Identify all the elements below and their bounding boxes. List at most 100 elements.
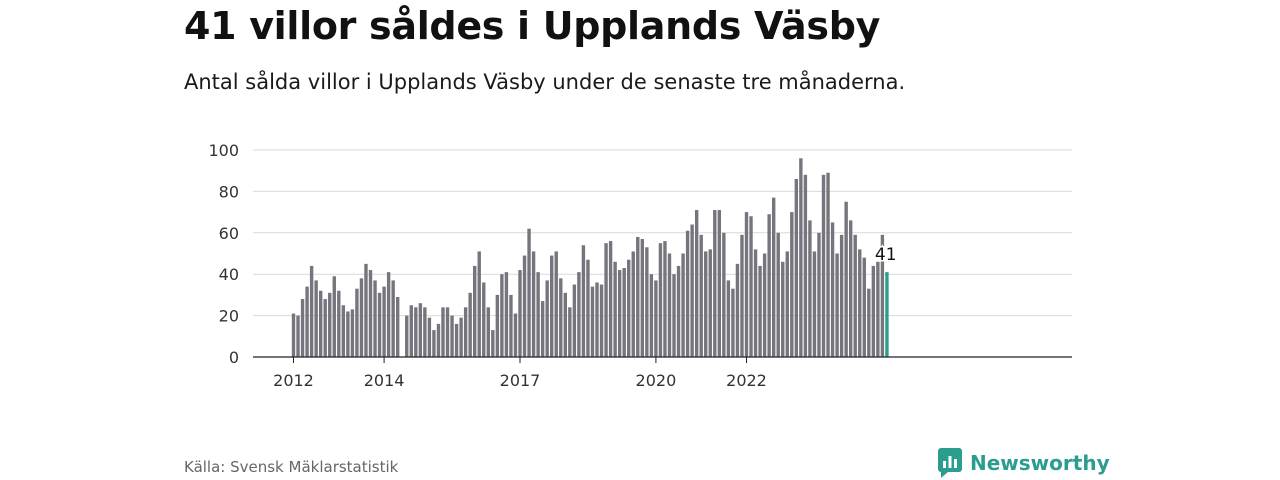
y-tick-label: 20 (219, 307, 239, 326)
y-tick-label: 60 (219, 224, 239, 243)
bar (427, 317, 432, 357)
bar (640, 239, 645, 357)
bar (477, 251, 481, 357)
bar (704, 251, 708, 357)
bar (468, 292, 472, 357)
bar (839, 234, 844, 357)
bar (482, 282, 486, 357)
bar (527, 228, 531, 357)
bar (550, 255, 554, 357)
bar-highlight (885, 272, 889, 357)
bar (699, 234, 703, 357)
bar (350, 309, 355, 357)
bar (812, 251, 817, 357)
y-tick-label: 40 (219, 265, 239, 284)
bar (328, 292, 332, 357)
annotations: 41 (873, 244, 898, 267)
bar (491, 330, 495, 357)
bar (599, 284, 604, 357)
bar (314, 280, 318, 357)
bar (717, 210, 722, 357)
bar (486, 307, 490, 357)
bar (577, 272, 581, 357)
bar (649, 274, 654, 357)
bar (627, 259, 631, 357)
bar (658, 243, 663, 357)
bar (323, 299, 327, 357)
highlight-value-label: 41 (875, 245, 897, 265)
y-axis-tick-labels: 0 20 40 60 80 100 (208, 141, 239, 367)
x-tick-label: 2022 (726, 371, 767, 390)
chart-subtitle: Antal sålda villor i Upplands Väsby unde… (184, 70, 906, 94)
bar (871, 265, 876, 357)
y-tick-label: 0 (229, 348, 239, 367)
bar (513, 313, 518, 357)
brand-logo-link[interactable]: Newsworthy (938, 448, 1110, 478)
bar (500, 274, 504, 357)
y-tick-label: 80 (219, 182, 239, 201)
bar (749, 216, 753, 357)
bar (391, 280, 395, 357)
bar (799, 158, 803, 357)
bar (753, 249, 758, 357)
bar (337, 290, 341, 357)
bar (373, 280, 377, 357)
bar (762, 253, 767, 357)
bar (681, 253, 685, 357)
brand-name: Newsworthy (970, 451, 1110, 475)
bar (572, 284, 577, 357)
bar (830, 222, 835, 357)
bar (676, 265, 681, 357)
bar (386, 272, 391, 357)
bar (522, 255, 527, 357)
bar (563, 292, 567, 357)
bar (690, 224, 694, 357)
bar (735, 263, 740, 357)
bar (808, 220, 812, 357)
bar (305, 286, 309, 357)
bar (459, 317, 463, 357)
bar (341, 305, 346, 357)
bar (744, 212, 749, 357)
bar (672, 274, 676, 357)
bar (441, 307, 445, 357)
bar (473, 265, 477, 357)
bar (355, 288, 359, 357)
y-tick-label: 100 (208, 141, 239, 160)
bar (309, 265, 314, 357)
bar (414, 307, 418, 357)
bar (359, 278, 364, 357)
bar (876, 261, 880, 357)
bar (495, 294, 500, 357)
bar (405, 315, 409, 357)
bar (848, 220, 853, 357)
x-axis-ticks: 2012 2014 2017 2020 2022 (273, 357, 767, 390)
bar (346, 311, 350, 357)
bar (608, 241, 613, 357)
bar (595, 282, 599, 357)
bar (300, 299, 305, 357)
bar (504, 272, 509, 357)
bar (790, 212, 794, 357)
bar (332, 276, 336, 357)
bar (726, 280, 731, 357)
x-tick-label: 2014 (364, 371, 405, 390)
bar (395, 296, 400, 357)
bar (826, 172, 830, 357)
bar (586, 259, 590, 357)
bar (767, 214, 771, 357)
bar (518, 270, 522, 357)
bar (568, 307, 572, 357)
bar (880, 234, 885, 357)
bar (731, 288, 735, 357)
bar (694, 210, 699, 357)
bar (794, 178, 799, 357)
x-tick-label: 2012 (273, 371, 314, 390)
chart-title: 41 villor såldes i Upplands Väsby (184, 4, 881, 48)
bar (423, 307, 427, 357)
x-tick-label: 2017 (500, 371, 541, 390)
bar (450, 315, 454, 357)
bar (418, 303, 423, 357)
bar (785, 251, 789, 357)
